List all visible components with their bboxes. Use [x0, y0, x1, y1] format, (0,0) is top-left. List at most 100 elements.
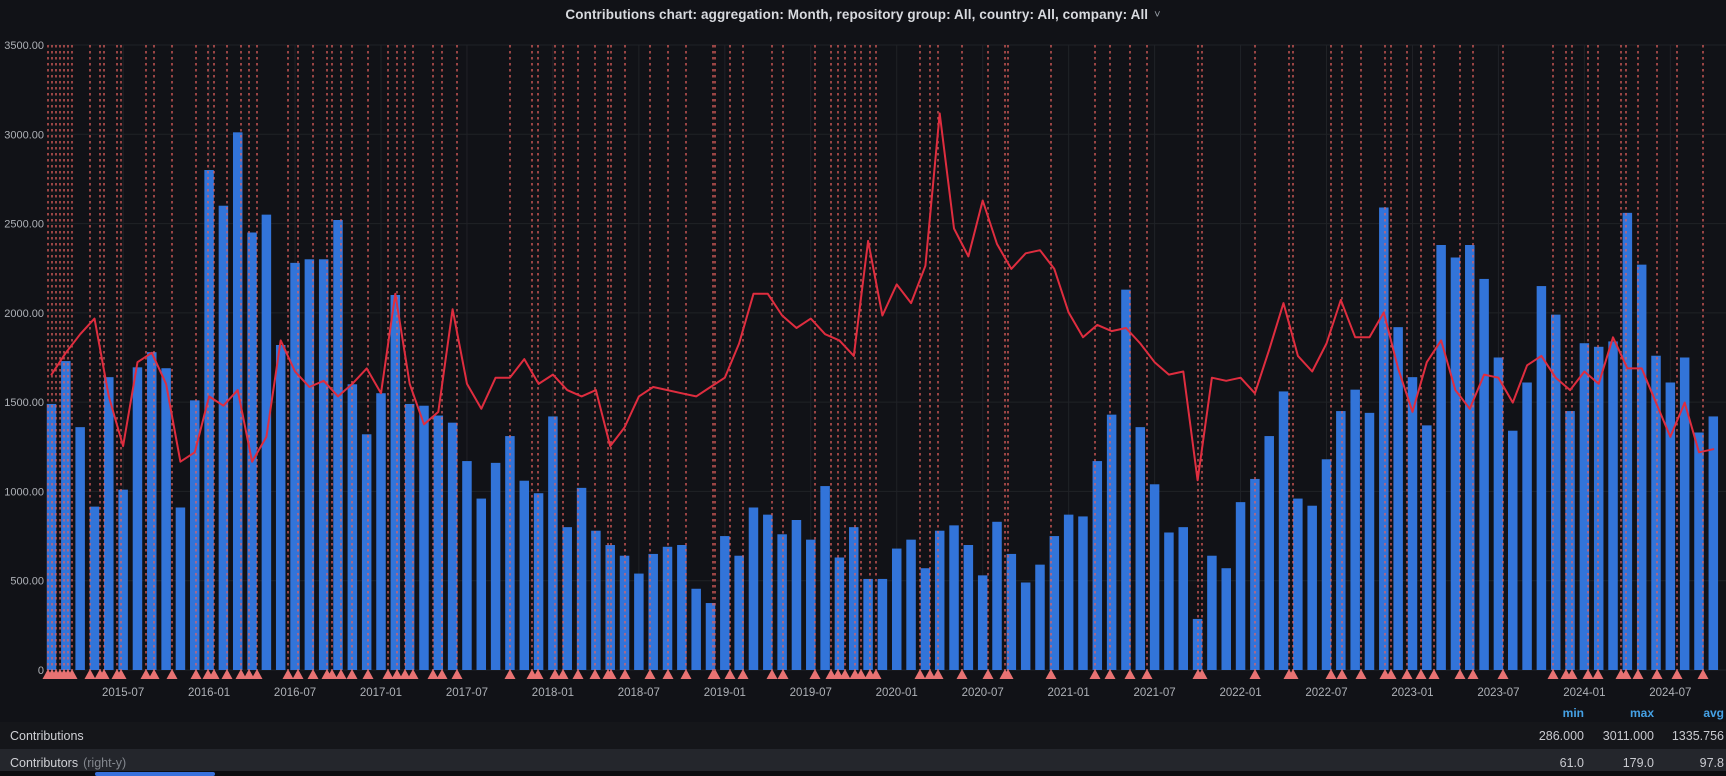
annotation-marker-triangle[interactable] — [1415, 669, 1427, 679]
annotation-marker-triangle[interactable] — [956, 669, 968, 679]
annotation-marker-triangle[interactable] — [1002, 669, 1014, 679]
annotation-marker-triangle[interactable] — [982, 669, 994, 679]
legend-sort-max[interactable]: max — [1629, 705, 1654, 720]
annotation-marker-triangle[interactable] — [855, 669, 867, 679]
annotation-marker-triangle[interactable] — [832, 669, 844, 679]
annotation-marker-triangle[interactable] — [399, 669, 411, 679]
x-axis-tick-label: 2021-01 — [1048, 687, 1090, 699]
annotation-marker-triangle[interactable] — [1401, 669, 1413, 679]
bar-2016-04 — [247, 232, 257, 670]
annotation-marker-triangle[interactable] — [1325, 669, 1337, 679]
annotation-marker-triangle[interactable] — [190, 669, 202, 679]
annotation-marker-triangle[interactable] — [1336, 669, 1348, 679]
annotation-marker-triangle[interactable] — [766, 669, 778, 679]
annotation-marker-triangle[interactable] — [346, 669, 358, 679]
annotation-marker-triangle[interactable] — [427, 669, 439, 679]
legend-sort-min[interactable]: min — [1562, 705, 1584, 720]
annotation-marker-triangle[interactable] — [619, 669, 631, 679]
annotation-marker-triangle[interactable] — [243, 669, 255, 679]
annotation-marker-triangle[interactable] — [407, 669, 419, 679]
annotation-marker-triangle[interactable] — [1697, 669, 1709, 679]
annotation-marker-triangle[interactable] — [84, 669, 96, 679]
annotation-marker-triangle[interactable] — [335, 669, 347, 679]
annotation-marker-triangle[interactable] — [221, 669, 233, 679]
annotation-marker-triangle[interactable] — [436, 669, 448, 679]
annotation-marker-triangle[interactable] — [1467, 669, 1479, 679]
annotation-marker-triangle[interactable] — [166, 669, 178, 679]
legend-series-contributors[interactable]: Contributors — [10, 755, 79, 770]
annotation-marker-triangle[interactable] — [1385, 669, 1397, 679]
bar-2022-12 — [1393, 327, 1403, 670]
annotation-marker-triangle[interactable] — [1547, 669, 1559, 679]
annotation-marker-triangle[interactable] — [870, 669, 882, 679]
annotation-marker-triangle[interactable] — [1651, 669, 1663, 679]
annotation-marker-triangle[interactable] — [1124, 669, 1136, 679]
annotation-marker-triangle[interactable] — [777, 669, 789, 679]
annotation-marker-triangle[interactable] — [1428, 669, 1440, 679]
annotation-marker-triangle[interactable] — [662, 669, 674, 679]
annotation-marker-triangle[interactable] — [307, 669, 319, 679]
legend-series-contributions[interactable]: Contributions — [10, 728, 84, 743]
annotation-marker-triangle[interactable] — [1196, 669, 1208, 679]
annotation-marker-triangle[interactable] — [572, 669, 584, 679]
annotation-marker-triangle[interactable] — [251, 669, 263, 679]
annotation-marker-triangle[interactable] — [825, 669, 837, 679]
annotation-marker-triangle[interactable] — [1671, 669, 1683, 679]
annotation-marker-triangle[interactable] — [326, 669, 338, 679]
annotation-marker-triangle[interactable] — [140, 669, 152, 679]
annotation-marker-triangle[interactable] — [1141, 669, 1153, 679]
annotation-marker-triangle[interactable] — [235, 669, 247, 679]
annotation-marker-triangle[interactable] — [451, 669, 463, 679]
annotation-marker-triangle[interactable] — [1592, 669, 1604, 679]
annotation-marker-triangle[interactable] — [98, 669, 110, 679]
bar-2016-12 — [361, 434, 372, 670]
annotation-marker-triangle[interactable] — [557, 669, 569, 679]
annotation-marker-triangle[interactable] — [115, 669, 127, 679]
annotation-marker-triangle[interactable] — [1620, 669, 1632, 679]
annotation-marker-triangle[interactable] — [1045, 669, 1057, 679]
annotation-marker-triangle[interactable] — [589, 669, 601, 679]
annotation-marker-triangle[interactable] — [1249, 669, 1261, 679]
annotation-marker-triangle[interactable] — [148, 669, 160, 679]
annotation-marker-triangle[interactable] — [1566, 669, 1578, 679]
scrollbar-thumb[interactable] — [95, 772, 215, 776]
annotation-marker-triangle[interactable] — [1497, 669, 1509, 679]
annotation-marker-triangle[interactable] — [362, 669, 374, 679]
annotation-marker-triangle[interactable] — [809, 669, 821, 679]
annotation-marker-triangle[interactable] — [914, 669, 926, 679]
bar-2017-12 — [533, 493, 544, 670]
annotation-marker-triangle[interactable] — [680, 669, 692, 679]
annotation-marker-triangle[interactable] — [605, 669, 617, 679]
annotation-marker-triangle[interactable] — [932, 669, 944, 679]
annotation-marker-triangle[interactable] — [532, 669, 544, 679]
annotation-marker-triangle[interactable] — [737, 669, 749, 679]
annotation-marker-triangle[interactable] — [644, 669, 656, 679]
annotation-marker-triangle[interactable] — [724, 669, 736, 679]
annotation-marker-triangle[interactable] — [282, 669, 294, 679]
annotation-marker-triangle[interactable] — [391, 669, 403, 679]
legend-sort-avg[interactable]: avg — [1703, 705, 1724, 720]
annotation-marker-triangle[interactable] — [1287, 669, 1299, 679]
annotation-marker-triangle[interactable] — [382, 669, 394, 679]
annotation-marker-triangle[interactable] — [1089, 669, 1101, 679]
annotation-marker-triangle[interactable] — [1632, 669, 1644, 679]
x-axis-tick-label: 2017-01 — [360, 687, 402, 699]
annotation-marker-triangle[interactable] — [924, 669, 936, 679]
bar-2023-11 — [1550, 314, 1561, 670]
bar-2015-02 — [46, 403, 57, 670]
annotation-marker-triangle[interactable] — [549, 669, 561, 679]
annotation-marker-triangle[interactable] — [1582, 669, 1594, 679]
annotation-marker-triangle[interactable] — [1454, 669, 1466, 679]
annotation-marker-triangle[interactable] — [709, 669, 721, 679]
annotation-marker-triangle[interactable] — [839, 669, 851, 679]
annotation-marker-triangle[interactable] — [66, 669, 78, 679]
annotation-marker-triangle[interactable] — [1355, 669, 1367, 679]
y-axis-tick-label: 3000.00 — [4, 129, 44, 141]
panel-title-bar[interactable]: Contributions chart: aggregation: Month,… — [0, 0, 1726, 28]
annotation-marker-triangle[interactable] — [504, 669, 516, 679]
annotation-marker-triangle[interactable] — [208, 669, 220, 679]
chevron-down-icon[interactable]: ˅ — [1154, 9, 1161, 21]
annotation-marker-triangle[interactable] — [292, 669, 304, 679]
annotation-marker-triangle[interactable] — [1104, 669, 1116, 679]
